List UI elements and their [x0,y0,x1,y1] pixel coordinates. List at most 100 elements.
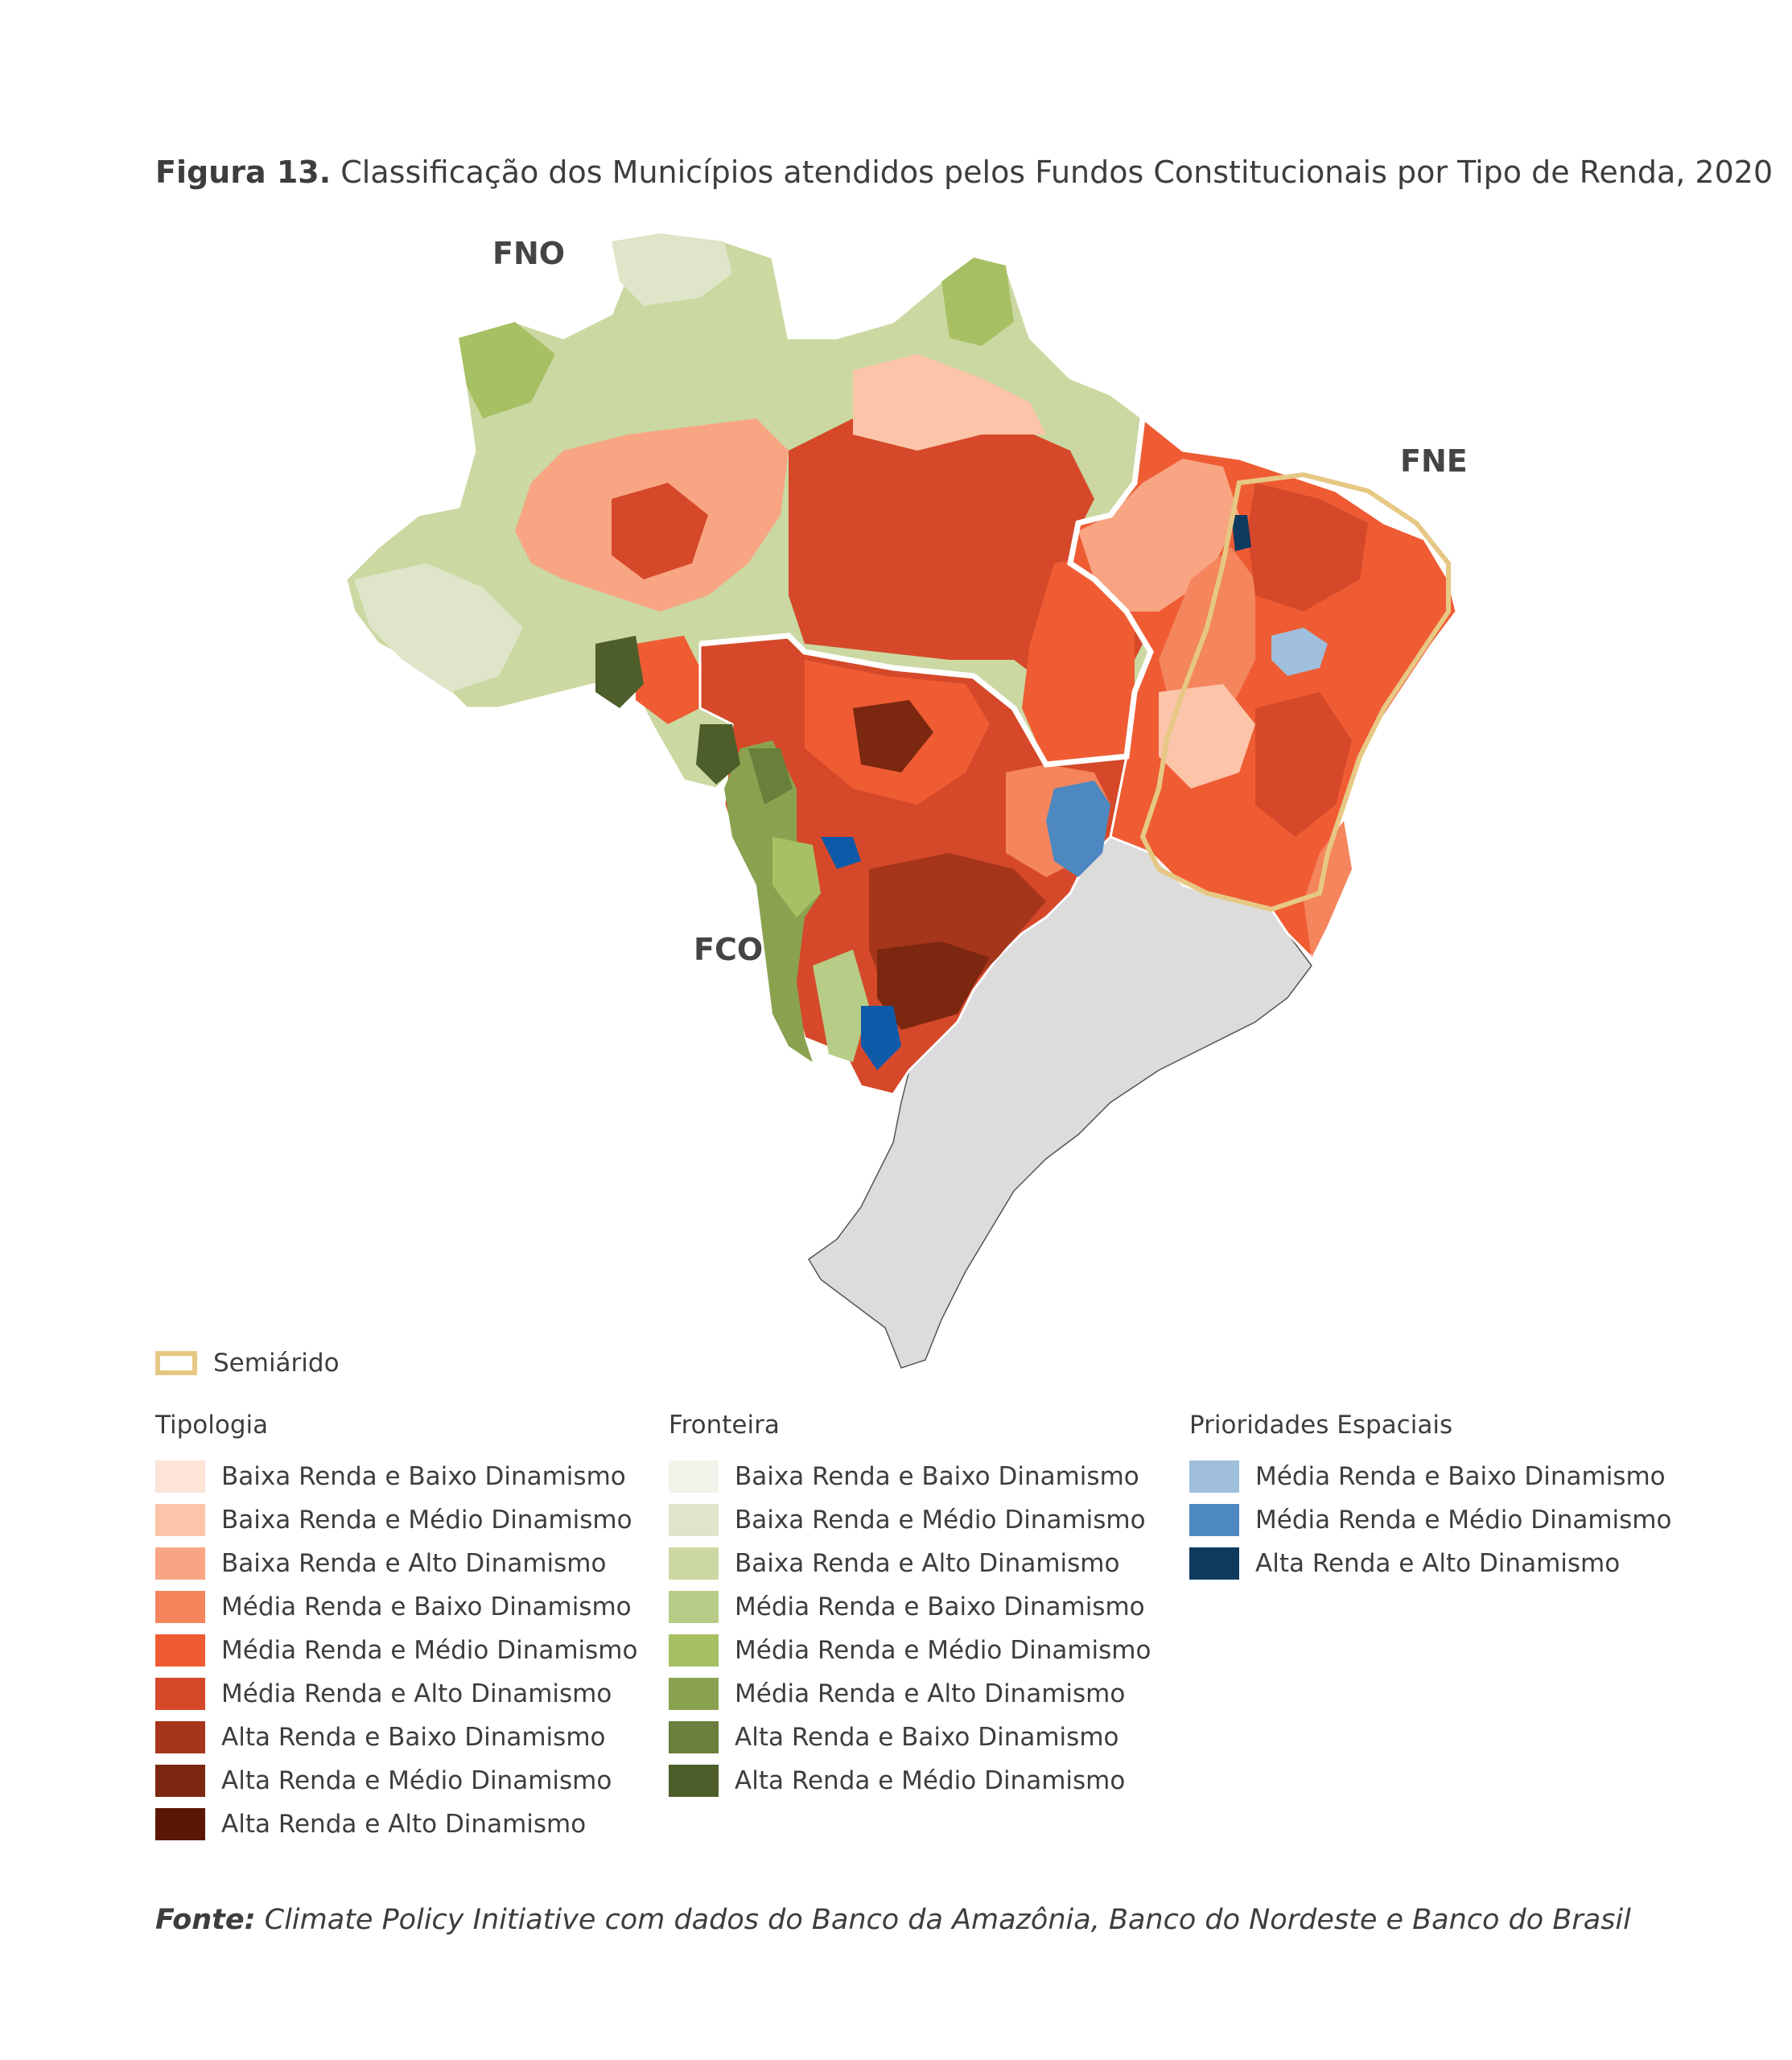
legend-item-label: Média Renda e Baixo Dinamismo [735,1592,1145,1621]
legend-swatch [669,1634,719,1667]
prioridade-area-ceara [1271,628,1328,676]
figure-title: Classificação dos Municípios atendidos p… [340,154,1773,190]
legend-swatch [1189,1461,1239,1493]
fne-area-bahia-west [1159,684,1255,789]
legend-item: Média Renda e Alto Dinamismo [669,1672,1151,1716]
legend-swatch [669,1504,719,1536]
legend-item: Média Renda e Médio Dinamismo [669,1629,1151,1672]
fno-area-amapa [941,258,1014,346]
legend-item: Baixa Renda e Médio Dinamismo [669,1498,1151,1542]
fne-area-piaui [1159,547,1255,724]
legend-item-label: Alta Renda e Baixo Dinamismo [221,1723,606,1752]
legend-swatch [155,1721,205,1753]
legend-item: Alta Renda e Baixo Dinamismo [669,1716,1151,1759]
semiarido-legend: Semiárido [155,1345,340,1381]
legend-item-label: Média Renda e Médio Dinamismo [735,1636,1151,1665]
legend-item: Baixa Renda e Baixo Dinamismo [669,1455,1151,1498]
fund-boundary-lines [699,418,1154,768]
fronteira-area-dark-2 [696,724,740,785]
legend-item-label: Baixa Renda e Baixo Dinamismo [221,1462,626,1491]
legend-item-label: Alta Renda e Médio Dinamismo [221,1766,612,1795]
legend-item: Alta Renda e Baixo Dinamismo [155,1716,637,1759]
legend-swatch [155,1547,205,1580]
legend-item: Baixa Renda e Baixo Dinamismo [155,1455,637,1498]
fno-area-acre [354,563,523,692]
legend-item-label: Baixa Renda e Alto Dinamismo [221,1549,607,1578]
fno-area-roraima [612,233,732,306]
region-label-fco: FCO [694,932,763,967]
legend-item: Média Renda e Médio Dinamismo [1189,1498,1671,1542]
legend-item-label: Média Renda e Alto Dinamismo [221,1679,612,1708]
region-label-fne: FNE [1400,443,1468,479]
legend-fronteira: Fronteira Baixa Renda e Baixo Dinamismo B… [669,1408,1151,1802]
legend-swatch [669,1547,719,1580]
legend-item: Baixa Renda e Alto Dinamismo [155,1542,637,1585]
source-label: Fonte: [155,1904,256,1936]
fco-area-pantanal-light [772,837,821,917]
legend-item-label: Baixa Renda e Médio Dinamismo [735,1506,1146,1535]
fco-area-pantanal [724,740,821,1062]
legend-item-label: Alta Renda e Alto Dinamismo [221,1810,587,1839]
legend-swatch [669,1461,719,1493]
prioridade-area-maranhao [1231,515,1251,551]
fno-area-rondonia [636,636,700,724]
prioridade-area-ms-south [861,1006,901,1070]
legend-list-prioridades: Média Renda e Baixo Dinamismo Média Renda… [1189,1455,1671,1585]
legend-swatch [669,1591,719,1623]
legend-item: Alta Renda e Médio Dinamismo [669,1759,1151,1802]
legend-item: Alta Renda e Alto Dinamismo [155,1802,637,1846]
legend-item-label: Alta Renda e Baixo Dinamismo [735,1723,1119,1752]
legend-prioridades: Prioridades Espaciais Média Renda e Baix… [1189,1408,1671,1585]
legend-list-tipologia: Baixa Renda e Baixo Dinamismo Baixa Renda… [155,1455,637,1846]
legend-item-label: Baixa Renda e Médio Dinamismo [221,1506,632,1535]
legend-swatch [669,1721,719,1753]
semiarido-outline [1139,472,1451,913]
legend-title-tipologia: Tipologia [155,1411,269,1440]
legend-item-label: Alta Renda e Médio Dinamismo [735,1766,1126,1795]
legend-swatch [155,1678,205,1710]
legend-item: Média Renda e Baixo Dinamismo [1189,1455,1671,1498]
legend-swatch [155,1461,205,1493]
legend-item: Alta Renda e Alto Dinamismo [1189,1542,1671,1585]
legend-item-label: Alta Renda e Alto Dinamismo [1255,1549,1621,1578]
legend-item: Média Renda e Médio Dinamismo [155,1629,637,1672]
legend-swatch [155,1634,205,1667]
legend-item-label: Média Renda e Médio Dinamismo [1255,1506,1672,1535]
prioridade-area-brasilia [1046,781,1110,877]
brazil-map: FNO FNE FCO [344,232,1468,1369]
legend-swatch [155,1765,205,1797]
fno-area-para-north [853,354,1046,451]
legend-title-prioridades: Prioridades Espaciais [1189,1411,1453,1440]
fronteira-area-dark-1 [595,636,644,708]
legend-item: Média Renda e Alto Dinamismo [155,1672,637,1716]
legend-item: Baixa Renda e Alto Dinamismo [669,1542,1151,1585]
fne-area-coast [1304,821,1352,958]
legend-item-label: Média Renda e Baixo Dinamismo [221,1592,632,1621]
legend-list-fronteira: Baixa Renda e Baixo Dinamismo Baixa Renda… [669,1455,1151,1802]
figure-caption: Figura 13. Classificação dos Municípios … [155,151,1773,193]
semiarido-label: Semiárido [213,1349,340,1378]
legend-swatch [155,1504,205,1536]
fne-area-bahia-east [1255,692,1352,837]
fne-area-ceara [1247,483,1368,612]
prioridade-area-mt-west [821,837,861,869]
legend-swatch [1189,1547,1239,1580]
legend-swatch [155,1808,205,1840]
legend-item: Média Renda e Baixo Dinamismo [669,1585,1151,1629]
legend-swatch [669,1678,719,1710]
source-note: Fonte: Climate Policy Initiative com dad… [155,1904,1684,1936]
fno-area-tocantins [1022,555,1135,764]
fronteira-area-dark-3 [748,748,793,805]
fco-area-ms-dark [877,941,990,1030]
fno-area-amazon-mid [612,483,708,579]
legend-item: Alta Renda e Médio Dinamismo [155,1759,637,1802]
legend-item-label: Baixa Renda e Baixo Dinamismo [735,1462,1139,1491]
figure-number: Figura 13. [155,154,332,190]
fco-area-mt-dark [853,700,933,772]
legend-item-label: Baixa Renda e Alto Dinamismo [735,1549,1120,1578]
legend-item-label: Média Renda e Baixo Dinamismo [1255,1462,1666,1491]
source-text: Climate Policy Initiative com dados do B… [264,1904,1631,1936]
legend-swatch [155,1591,205,1623]
legend-title-fronteira: Fronteira [669,1411,780,1440]
region-label-fno: FNO [492,236,565,271]
